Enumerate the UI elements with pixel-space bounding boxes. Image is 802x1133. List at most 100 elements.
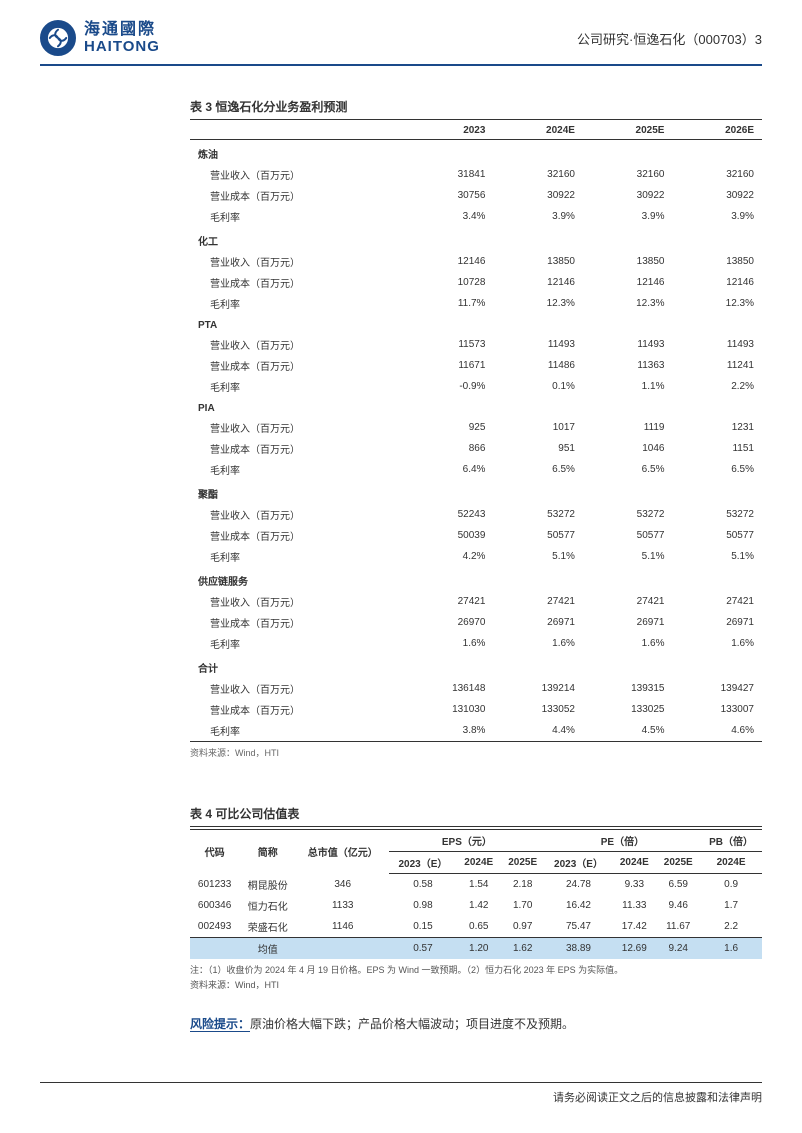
t3-header-cell: 2026E — [672, 122, 762, 140]
t3-cell: 139427 — [672, 678, 762, 699]
t3-cell: 6.5% — [493, 459, 583, 480]
t4-cell: 16.42 — [545, 895, 613, 916]
page-header: 海通國際 HAITONG 公司研究·恒逸石化（000703）3 — [0, 0, 802, 64]
logo-block: 海通國際 HAITONG — [40, 20, 160, 56]
t4-avg-cell — [296, 937, 389, 959]
t3-cell: 11493 — [493, 334, 583, 355]
t4-cell: 2.2 — [700, 916, 762, 938]
t4-cell: 恒力石化 — [239, 895, 296, 916]
footer-disclaimer: 请务必阅读正文之后的信息披露和法律声明 — [40, 1082, 762, 1105]
t4-avg-cell — [190, 937, 239, 959]
t3-cell: 1.6% — [583, 633, 673, 654]
risk-tip: 风险提示：原油价格大幅下跌；产品价格大幅波动；项目进度不及预期。 — [190, 993, 762, 1032]
t3-cell: 1119 — [583, 417, 673, 438]
t4-cell: 1133 — [296, 895, 389, 916]
t3-section-name: 炼油 — [190, 140, 762, 165]
t3-row-label: 营业收入（百万元） — [190, 334, 404, 355]
t3-section-name: PTA — [190, 314, 762, 334]
t3-cell: 1.6% — [672, 633, 762, 654]
t3-cell: 50577 — [493, 525, 583, 546]
t3-cell: 3.8% — [404, 720, 494, 742]
t4-avg-cell: 38.89 — [545, 937, 613, 959]
t3-row-label: 毛利率 — [190, 546, 404, 567]
t3-row-label: 毛利率 — [190, 376, 404, 397]
t3-row-label: 营业成本（百万元） — [190, 612, 404, 633]
t3-cell: 6.5% — [672, 459, 762, 480]
t3-cell: 12146 — [493, 272, 583, 293]
t3-row-label: 营业成本（百万元） — [190, 355, 404, 376]
t3-cell: 1231 — [672, 417, 762, 438]
t4-avg-cell: 1.20 — [457, 937, 501, 959]
t3-cell: 50577 — [583, 525, 673, 546]
t3-cell: 12.3% — [672, 293, 762, 314]
t4-cell: 2.18 — [501, 874, 545, 895]
t3-cell: 133052 — [493, 699, 583, 720]
t4-cell: 601233 — [190, 874, 239, 895]
t3-row-label: 毛利率 — [190, 720, 404, 742]
t3-cell: 2.2% — [672, 376, 762, 397]
t3-cell: 5.1% — [583, 546, 673, 567]
t3-cell: 11573 — [404, 334, 494, 355]
t4-cell: 0.15 — [389, 916, 457, 938]
t4-subheader-cell: 2024E — [700, 852, 762, 874]
t3-cell: 12146 — [672, 272, 762, 293]
t3-cell: 133007 — [672, 699, 762, 720]
t3-row-label: 毛利率 — [190, 633, 404, 654]
t3-section-name: 供应链服务 — [190, 567, 762, 591]
t3-row-label: 营业成本（百万元） — [190, 185, 404, 206]
t4-cell: 0.58 — [389, 874, 457, 895]
t3-cell: 53272 — [493, 504, 583, 525]
t3-cell: 0.1% — [493, 376, 583, 397]
t4-cell: 11.33 — [612, 895, 656, 916]
t3-cell: 50577 — [672, 525, 762, 546]
t4-col-mktcap: 总市值（亿元） — [296, 830, 389, 874]
t3-cell: 13850 — [672, 251, 762, 272]
t3-row-label: 营业收入（百万元） — [190, 504, 404, 525]
t3-cell: 30922 — [583, 185, 673, 206]
t4-subheader-cell: 2023（E） — [389, 852, 457, 874]
t3-header-cell: 2023 — [404, 122, 494, 140]
t3-cell: 53272 — [672, 504, 762, 525]
t4-cell: 0.65 — [457, 916, 501, 938]
t4-avg-cell: 1.6 — [700, 937, 762, 959]
table3-title: 表 3 恒逸石化分业务盈利预测 — [190, 94, 762, 120]
t3-cell: 27421 — [404, 591, 494, 612]
t3-cell: 4.6% — [672, 720, 762, 742]
t3-cell: 30756 — [404, 185, 494, 206]
t4-subheader-cell: 2024E — [612, 852, 656, 874]
t3-cell: 6.5% — [583, 459, 673, 480]
t4-cell: 75.47 — [545, 916, 613, 938]
t3-cell: -0.9% — [404, 376, 494, 397]
t4-cell: 24.78 — [545, 874, 613, 895]
t3-row-label: 毛利率 — [190, 293, 404, 314]
t4-avg-cell: 9.24 — [656, 937, 700, 959]
t3-section-name: 合计 — [190, 654, 762, 678]
t4-subheader-cell: 2025E — [656, 852, 700, 874]
t4-col-name: 简称 — [239, 830, 296, 874]
t3-cell: 13850 — [583, 251, 673, 272]
t3-cell: 1017 — [493, 417, 583, 438]
t4-avg-cell: 12.69 — [612, 937, 656, 959]
t3-cell: 1.1% — [583, 376, 673, 397]
t3-cell: 136148 — [404, 678, 494, 699]
t3-row-label: 营业收入（百万元） — [190, 417, 404, 438]
t3-cell: 1.6% — [404, 633, 494, 654]
t3-row-label: 营业收入（百万元） — [190, 251, 404, 272]
t3-cell: 925 — [404, 417, 494, 438]
logo-cn: 海通國際 — [84, 21, 160, 39]
t3-cell: 10728 — [404, 272, 494, 293]
t4-subheader-cell: 2024E — [457, 852, 501, 874]
t3-row-label: 营业收入（百万元） — [190, 678, 404, 699]
t4-avg-cell: 1.62 — [501, 937, 545, 959]
t3-cell: 32160 — [493, 164, 583, 185]
t3-section-name: PIA — [190, 397, 762, 417]
t3-cell: 1046 — [583, 438, 673, 459]
t4-cell: 002493 — [190, 916, 239, 938]
t3-cell: 13850 — [493, 251, 583, 272]
t3-cell: 139315 — [583, 678, 673, 699]
t3-row-label: 毛利率 — [190, 206, 404, 227]
t4-col-code: 代码 — [190, 830, 239, 874]
t3-cell: 12.3% — [493, 293, 583, 314]
t3-cell: 11241 — [672, 355, 762, 376]
t3-cell: 32160 — [672, 164, 762, 185]
